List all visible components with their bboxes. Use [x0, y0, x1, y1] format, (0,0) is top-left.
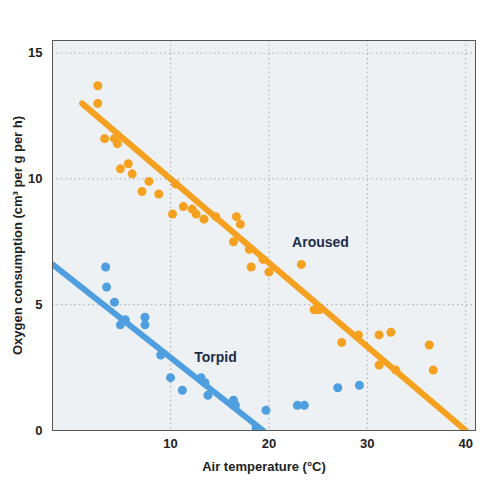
svg-text:30: 30	[360, 436, 374, 451]
svg-text:5: 5	[35, 297, 42, 312]
svg-text:10: 10	[28, 171, 42, 186]
svg-text:Torpid: Torpid	[194, 349, 237, 365]
svg-text:40: 40	[458, 436, 472, 451]
svg-text:Aroused: Aroused	[292, 234, 349, 250]
svg-text:Air temperature (°C): Air temperature (°C)	[202, 459, 326, 474]
svg-text:0: 0	[35, 423, 42, 438]
svg-text:10: 10	[163, 436, 177, 451]
svg-text:20: 20	[262, 436, 276, 451]
svg-text:15: 15	[28, 45, 42, 60]
svg-text:Oxygen consumption (cm³ per g: Oxygen consumption (cm³ per g per h)	[10, 116, 25, 355]
